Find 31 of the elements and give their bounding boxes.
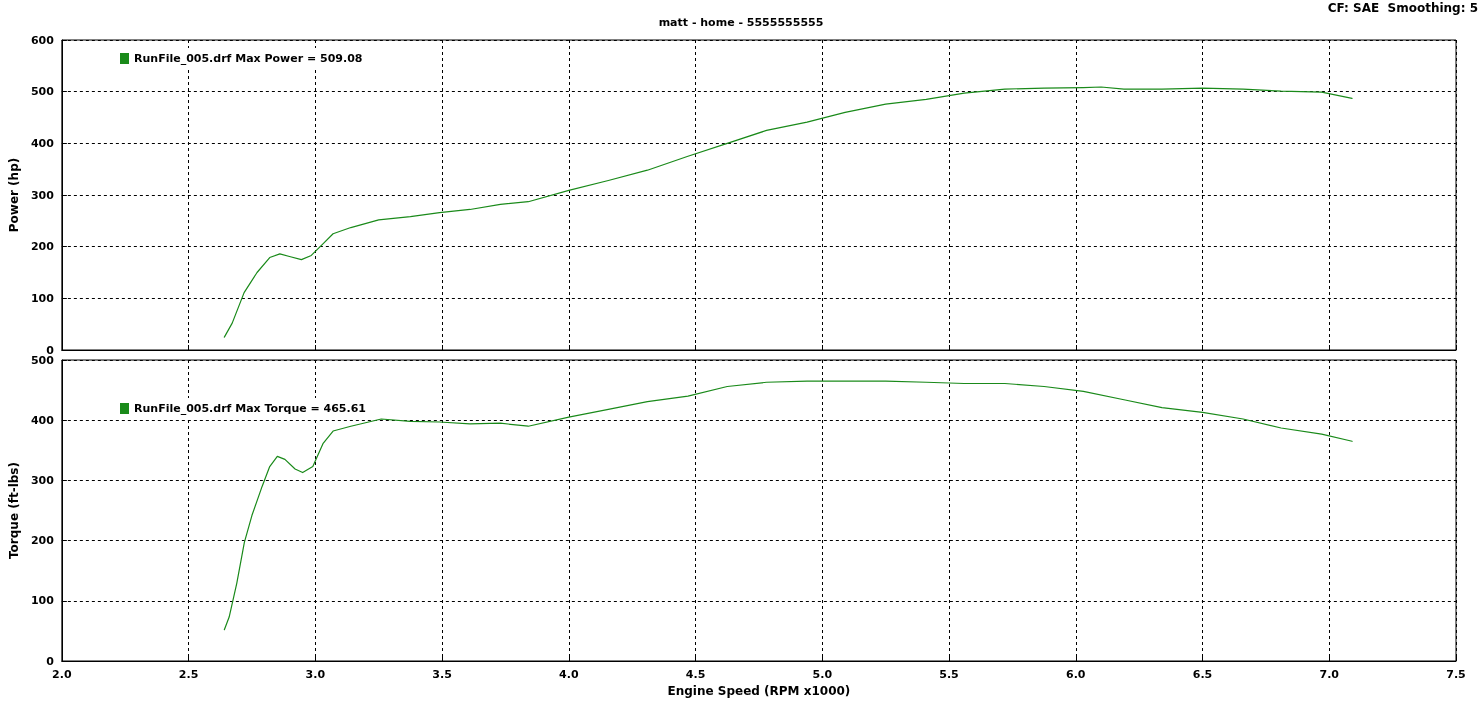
y-tick-label: 100 [30,594,55,608]
y-tick-label: 200 [30,240,55,254]
x-tick-label: 4.0 [559,668,579,681]
y-tick-label: 100 [30,291,55,305]
x-tick-label: 7.0 [1319,668,1340,681]
y-tick-label: 500 [30,85,55,99]
line-series [223,86,1353,338]
x-tick-label: 7.5 [1446,668,1466,681]
x-tick-label: 5.5 [939,668,959,681]
x-tick-label: 2.0 [52,668,72,681]
y-axis-title: Power (hp) [7,157,21,233]
y-axis-title: Torque (ft-lbs) [7,462,21,559]
y-tick-label: 200 [30,534,55,548]
x-axis-title: Engine Speed (RPM x1000) [667,684,851,698]
y-tick-label: 400 [30,413,55,427]
y-tick-label: 0 [46,654,55,668]
x-tick-label: 2.5 [178,668,199,681]
chart-subtitle: matt - home - 5555555555 [658,16,824,29]
legend-label: RunFile_005.drf Max Torque = 465.61 [134,402,367,415]
x-tick-label: 5.0 [812,668,833,681]
y-tick-label: 300 [30,188,55,202]
x-tick-label: 6.5 [1192,668,1213,681]
x-tick-label: 3.0 [305,668,326,681]
y-tick-label: 600 [30,33,55,47]
legend-label: RunFile_005.drf Max Power = 509.08 [134,52,363,65]
x-tick-label: 3.5 [432,668,452,681]
x-tick-label: 4.5 [685,668,706,681]
y-tick-label: 300 [30,473,55,487]
x-tick-label: 6.0 [1066,668,1086,681]
y-tick-label: 400 [30,136,55,150]
text: CF: SAE Smoothing: 5 [1327,1,1478,15]
